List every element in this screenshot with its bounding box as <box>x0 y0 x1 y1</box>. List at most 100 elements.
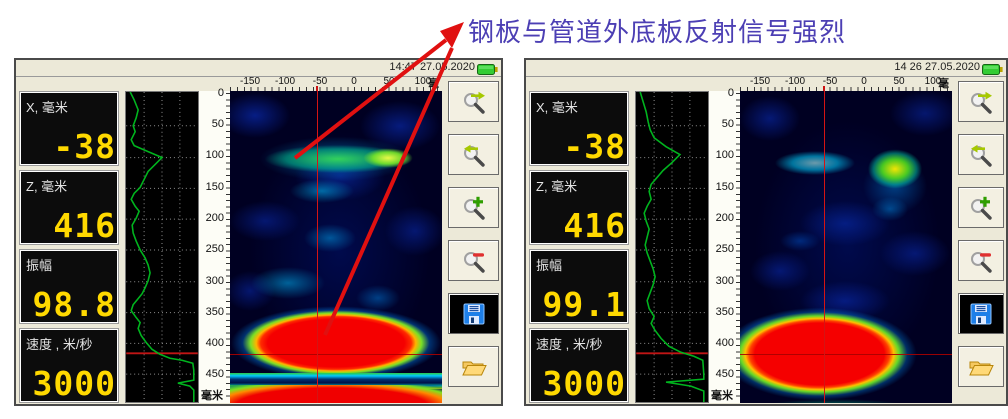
readout-velocity-value: 3000 <box>32 364 116 403</box>
magnifier-plus-icon <box>971 196 992 220</box>
depth-scale-ticks <box>226 93 230 399</box>
depth-tick-label: 100 <box>205 149 224 161</box>
save-button[interactable] <box>448 293 499 334</box>
zoom-arrow-left-button[interactable] <box>448 134 499 175</box>
depth-tick-label: 250 <box>205 243 224 255</box>
scan-panel-right: 14 26 27.05.2020 X, 毫米 -38 Z, 毫米 416 振幅 … <box>524 58 1008 406</box>
x-tick-label: -100 <box>274 76 295 87</box>
depth-tick-label: 50 <box>721 118 734 130</box>
readout-amplitude-label: 振幅 <box>26 258 53 273</box>
battery-icon <box>477 62 498 80</box>
magnifier-right-arrow-icon <box>971 91 992 114</box>
depth-axis-unit: 毫米 <box>711 390 733 402</box>
magnifier-right-arrow-icon <box>463 91 485 114</box>
readout-x-value: -38 <box>563 127 626 166</box>
open-file-button[interactable] <box>958 346 1004 387</box>
panel-header: 14 26 27.05.2020 <box>526 60 1006 77</box>
toolbar <box>958 81 1004 402</box>
x-tick-label: -150 <box>749 76 770 87</box>
depth-tick-label: 300 <box>205 275 224 287</box>
battery-icon <box>982 62 1003 80</box>
readout-velocity: 速度 , 米/秒 3000 <box>529 328 629 403</box>
x-tick-label: -50 <box>822 76 838 87</box>
bscan-heatmap[interactable] <box>230 91 442 403</box>
depth-crosshair-line[interactable] <box>230 354 442 355</box>
annotation-text: 钢板与管道外底板反射信号强烈 <box>468 18 847 47</box>
readout-z-value: 416 <box>53 206 116 245</box>
depth-tick-label: 250 <box>715 243 734 255</box>
bottom-echo-band <box>230 385 442 403</box>
zoom-arrow-left-button[interactable] <box>958 134 1004 175</box>
save-button[interactable] <box>958 293 1004 334</box>
readout-z-label: Z, 毫米 <box>26 179 68 194</box>
depth-tick-label: 0 <box>727 87 734 99</box>
x-tick-label: 50 <box>893 76 905 87</box>
floppy-disk-icon <box>463 303 484 324</box>
readout-z: Z, 毫米 416 <box>19 170 119 245</box>
magnifier-left-arrow-icon <box>971 144 992 167</box>
depth-scale-ticks <box>736 93 740 399</box>
zoom-in-button[interactable] <box>958 187 1004 228</box>
timestamp: 14 26 27.05.2020 <box>894 61 980 73</box>
depth-tick-label: 0 <box>217 87 224 99</box>
readout-x: X, 毫米 -38 <box>529 91 629 166</box>
x-tick-label: -150 <box>239 76 260 87</box>
panel-body: X, 毫米 -38 Z, 毫米 416 振幅 99.1 速度 , 米/秒 300… <box>526 76 1006 404</box>
x-cursor-line[interactable] <box>317 91 318 403</box>
bscan-heatmap[interactable] <box>740 91 952 403</box>
readout-velocity-label: 速度 , 米/秒 <box>26 337 93 352</box>
depth-tick-label: 350 <box>205 306 224 318</box>
magnifier-plus-icon <box>463 196 485 220</box>
depth-tick-label: 300 <box>715 275 734 287</box>
zoom-in-button[interactable] <box>448 187 499 228</box>
x-tick-label: -100 <box>784 76 805 87</box>
depth-tick-label: 100 <box>715 149 734 161</box>
readout-z-label: Z, 毫米 <box>536 179 578 194</box>
depth-tick-label: 200 <box>205 212 224 224</box>
depth-tick-label: 50 <box>211 118 224 130</box>
depth-tick-label: 200 <box>715 212 734 224</box>
x-axis-cursor-mark <box>823 86 825 91</box>
scan-panel-left: 14:47 27.05.2020 X, 毫米 -38 Z, 毫米 416 振幅 … <box>14 58 503 406</box>
depth-tick-label: 400 <box>715 337 734 349</box>
readout-x: X, 毫米 -38 <box>19 91 119 166</box>
depth-tick-label: 350 <box>715 306 734 318</box>
depth-tick-label: 450 <box>715 368 734 380</box>
amplitude-profile-strip <box>635 91 709 403</box>
zoom-out-button[interactable] <box>958 240 1004 281</box>
magnifier-minus-icon <box>463 251 485 273</box>
depth-crosshair-line[interactable] <box>740 354 952 355</box>
x-tick-label: 0 <box>351 76 357 87</box>
depth-tick-label: 150 <box>205 181 224 193</box>
amplitude-profile-trace <box>636 91 708 402</box>
magnifier-minus-icon <box>971 251 992 273</box>
open-folder-icon <box>461 361 487 375</box>
readout-amplitude-value: 98.8 <box>32 285 116 324</box>
readout-x-label: X, 毫米 <box>536 100 578 115</box>
zoom-out-button[interactable] <box>448 240 499 281</box>
depth-tick-label: 450 <box>205 368 224 380</box>
readout-velocity-label: 速度 , 米/秒 <box>536 337 603 352</box>
backwall-reflection-blob <box>230 303 442 383</box>
zoom-arrow-right-button[interactable] <box>448 81 499 122</box>
x-axis: -150 -100 -50 0 50 100 毫米 <box>740 76 958 106</box>
open-file-button[interactable] <box>448 346 499 387</box>
zoom-arrow-right-button[interactable] <box>958 81 1004 122</box>
x-cursor-line[interactable] <box>824 91 825 403</box>
x-tick-label: 100 <box>924 76 942 87</box>
readout-velocity: 速度 , 米/秒 3000 <box>19 328 119 403</box>
readout-x-label: X, 毫米 <box>26 100 68 115</box>
readout-x-value: -38 <box>53 127 116 166</box>
panel-body: X, 毫米 -38 Z, 毫米 416 振幅 98.8 速度 , 米/秒 300… <box>16 76 501 404</box>
readout-z-value: 416 <box>563 206 626 245</box>
x-tick-label: 50 <box>383 76 395 87</box>
amplitude-profile-trace <box>126 91 198 402</box>
depth-scale: 0 50 100 150 200 250 300 350 400 450 毫米 <box>199 87 230 403</box>
readout-amplitude: 振幅 98.8 <box>19 249 119 324</box>
toolbar <box>448 81 499 402</box>
readout-velocity-value: 3000 <box>542 364 626 403</box>
x-tick-label: -50 <box>312 76 328 87</box>
readout-amplitude-value: 99.1 <box>542 285 626 324</box>
floppy-disk-icon <box>970 303 992 324</box>
